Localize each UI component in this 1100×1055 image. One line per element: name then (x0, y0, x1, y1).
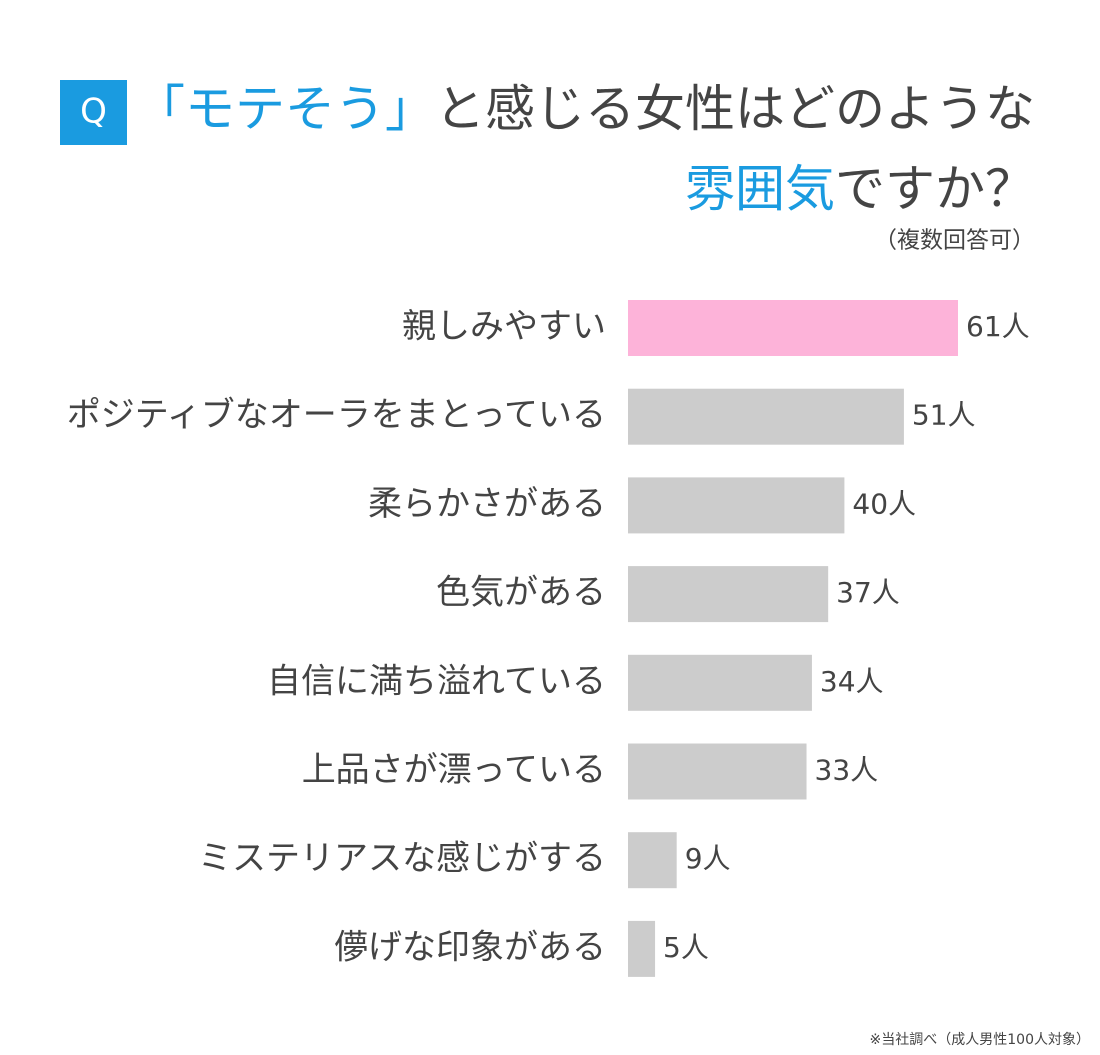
bar (628, 743, 807, 800)
title-line: 「モテそう」と感じる女性はどのような (135, 80, 1035, 138)
title-part: と感じる女性はどのような (435, 80, 1035, 138)
title-line: 雰囲気ですか？ (685, 160, 1035, 218)
question-badge-box (60, 80, 127, 145)
bar (628, 654, 812, 711)
value-label: 37人 (836, 576, 900, 609)
subtitle: （複数回答可） (874, 228, 1035, 254)
value-label: 33人 (815, 754, 879, 787)
note: ※当社調べ（成人男性100人対象） (870, 1032, 1090, 1048)
bar (628, 566, 829, 623)
category-label: 自信に満ち溢れている (267, 661, 606, 701)
category-label: ミステリアスな感じがする (198, 839, 606, 879)
bar (628, 477, 845, 534)
category-label: 柔らかさがある (368, 484, 606, 524)
category-label: 上品さが漂っている (302, 750, 606, 790)
value-label: 9人 (685, 842, 731, 875)
category-label: 色気がある (436, 573, 606, 613)
value-label: 40人 (852, 487, 916, 520)
title-part: 「モテそう」 (135, 80, 435, 138)
question-badge: Q (80, 92, 107, 132)
bar (628, 832, 677, 889)
value-label: 34人 (820, 665, 884, 698)
value-label: 5人 (663, 931, 709, 964)
bar (628, 388, 904, 445)
bar (628, 920, 656, 977)
title-part: ですか？ (835, 160, 1035, 218)
category-label: ポジティブなオーラをまとっている (67, 395, 606, 435)
value-label: 51人 (912, 399, 976, 432)
title-part: 雰囲気 (685, 160, 835, 218)
category-label: 儚げな印象がある (334, 927, 606, 967)
value-label: 61人 (966, 310, 1030, 343)
category-label: 親しみやすい (402, 307, 606, 347)
bar (628, 300, 958, 356)
